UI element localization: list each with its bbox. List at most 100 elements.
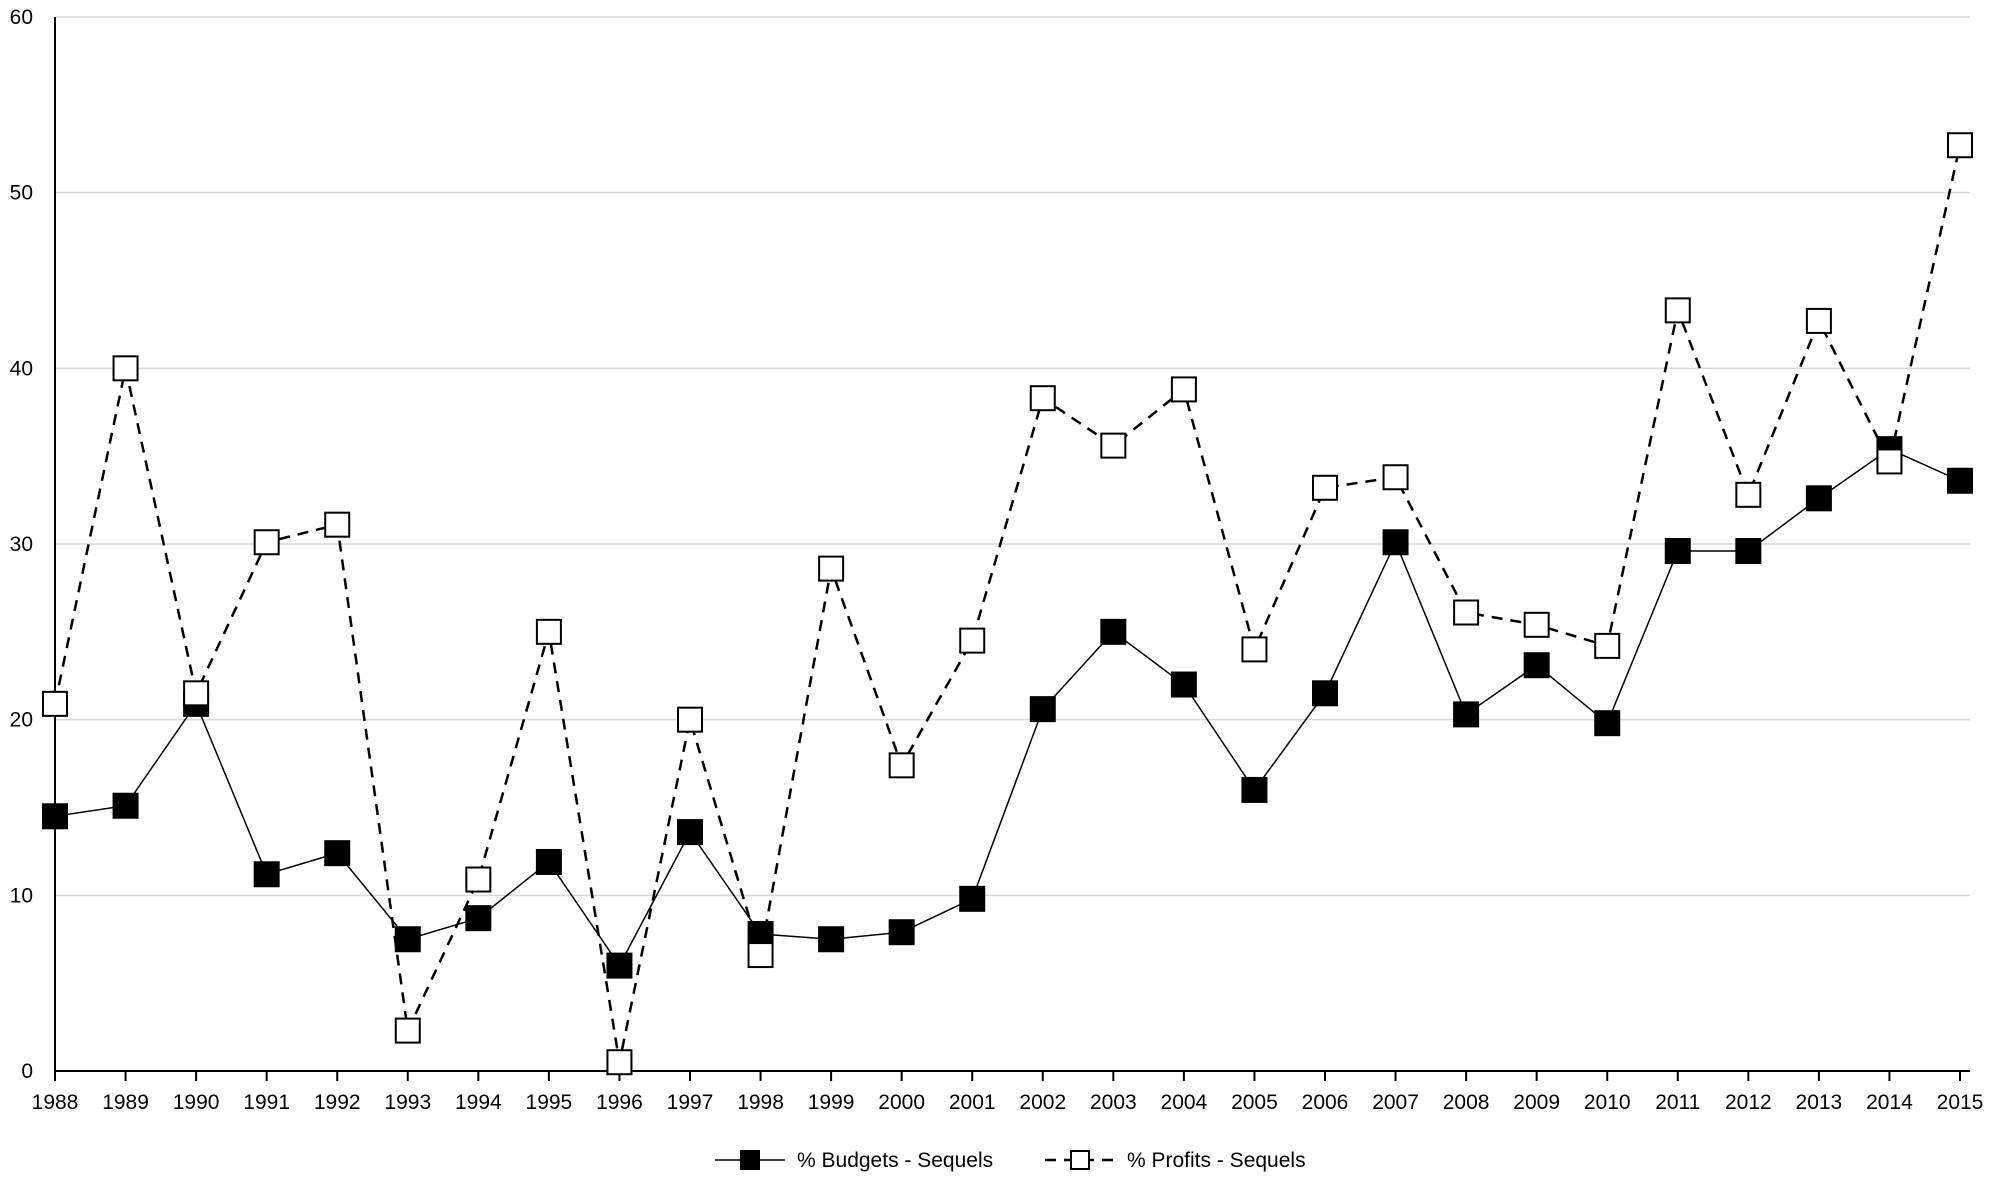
legend-marker-filled <box>740 1150 760 1170</box>
x-tick-label: 1993 <box>384 1091 431 1114</box>
profits-point <box>606 1049 633 1076</box>
budgets-point <box>1100 618 1127 645</box>
profits-point <box>1382 464 1409 491</box>
legend-marker-open <box>1070 1150 1090 1170</box>
profits-point <box>1312 474 1338 501</box>
budgets-point <box>1805 485 1832 512</box>
x-tick-label: 1999 <box>808 1091 855 1114</box>
x-tick-label: 1998 <box>737 1091 784 1114</box>
y-tick-label: 40 <box>10 357 33 380</box>
profits-point <box>1664 297 1691 324</box>
y-tick-label: 50 <box>10 182 33 205</box>
profits-point <box>324 511 351 538</box>
budgets-point <box>1664 538 1691 565</box>
x-tick-label: 1994 <box>455 1091 502 1114</box>
x-tick-label: 2011 <box>1655 1091 1700 1114</box>
profits-point <box>677 706 703 733</box>
budgets-point <box>1241 776 1268 803</box>
x-tick-label: 1991 <box>243 1091 290 1114</box>
profits-point <box>253 529 280 556</box>
series-layer <box>42 132 1973 1076</box>
budgets-point <box>112 792 139 819</box>
x-tick-label: 1989 <box>102 1091 149 1114</box>
budgets-point <box>324 840 351 867</box>
legend: % Budgets - Sequels % Profits - Sequels <box>715 1149 1306 1172</box>
x-tick-label: 2000 <box>878 1091 925 1114</box>
budgets-point <box>1312 680 1338 707</box>
gridlines <box>55 16 1970 897</box>
y-tick-label: 10 <box>10 884 33 907</box>
profits-point <box>1947 132 1973 159</box>
budgets-point <box>465 905 492 932</box>
budgets-point <box>394 926 421 953</box>
profits-point <box>1523 611 1550 638</box>
x-tick-label: 2004 <box>1161 1091 1208 1114</box>
profits-point <box>888 752 915 779</box>
x-tick-label: 1988 <box>32 1091 79 1114</box>
x-tick-label: 1990 <box>173 1091 220 1114</box>
legend-item: % Budgets - Sequels <box>715 1149 993 1172</box>
profits-point <box>1029 385 1056 412</box>
budgets-point <box>253 861 280 888</box>
x-tick-label: 2002 <box>1019 1091 1066 1114</box>
x-tick-label: 1997 <box>667 1091 714 1114</box>
profits-point <box>42 690 68 717</box>
x-tick-label: 1995 <box>526 1091 573 1114</box>
profits-point <box>1876 448 1903 475</box>
budgets-point <box>888 919 915 946</box>
budgets-point <box>1947 467 1973 494</box>
x-tick-label: 2013 <box>1796 1091 1843 1114</box>
budgets-point <box>1170 671 1197 698</box>
x-tick-label: 2006 <box>1302 1091 1349 1114</box>
x-tick-label: 2014 <box>1866 1091 1913 1114</box>
y-tick-label: 30 <box>10 533 33 556</box>
budgets-point <box>535 848 562 875</box>
profits-point <box>1170 376 1197 403</box>
profits-point <box>818 555 845 582</box>
profits-point <box>535 618 562 645</box>
x-tick-label: 2015 <box>1937 1091 1984 1114</box>
budgets-point <box>1382 529 1409 556</box>
budgets-line <box>54 448 1961 968</box>
budgets-point <box>677 819 703 846</box>
budgets-point <box>1523 652 1550 679</box>
budgets-point <box>818 926 845 953</box>
x-tick-label: 2008 <box>1443 1091 1490 1114</box>
profits-point <box>465 866 492 893</box>
profits-point <box>112 355 139 382</box>
x-tick-label: 1992 <box>314 1091 361 1114</box>
y-tick-label: 0 <box>21 1060 33 1083</box>
profits-point <box>1241 636 1268 663</box>
budgets-point <box>1735 538 1762 565</box>
profits-point <box>1805 307 1832 334</box>
profits-point <box>1735 481 1762 508</box>
budgets-point <box>606 952 633 979</box>
profits-point <box>183 680 210 707</box>
x-tick-label: 2009 <box>1513 1091 1560 1114</box>
x-tick-label: 2012 <box>1725 1091 1772 1114</box>
profits-point <box>1453 599 1480 626</box>
budgets-point <box>1029 696 1056 723</box>
legend-item: % Profits - Sequels <box>1045 1149 1306 1172</box>
budgets-point <box>1453 701 1480 728</box>
y-tick-label: 60 <box>10 6 33 29</box>
budgets-point <box>42 803 68 830</box>
legend-label: % Budgets - Sequels <box>797 1149 993 1172</box>
x-tick-label: 2003 <box>1090 1091 1137 1114</box>
x-tick-label: 2010 <box>1584 1091 1631 1114</box>
profits-point <box>394 1017 421 1044</box>
x-tick-label: 2001 <box>949 1091 996 1114</box>
profits-point <box>1594 632 1621 659</box>
x-tick-label: 2005 <box>1231 1091 1278 1114</box>
x-tick-label: 1996 <box>596 1091 643 1114</box>
axes: 0 10 20 30 40 50 60 1988 1989 1990 1991 1992 1993 199… <box>10 6 1984 1114</box>
profits-point <box>959 627 986 654</box>
profits-line <box>53 144 1962 1063</box>
legend-label: % Profits - Sequels <box>1127 1149 1306 1172</box>
x-tick-label: 2007 <box>1372 1091 1419 1114</box>
budgets-point <box>1594 710 1621 737</box>
y-tick-label: 20 <box>10 709 33 732</box>
budgets-point <box>959 885 986 912</box>
